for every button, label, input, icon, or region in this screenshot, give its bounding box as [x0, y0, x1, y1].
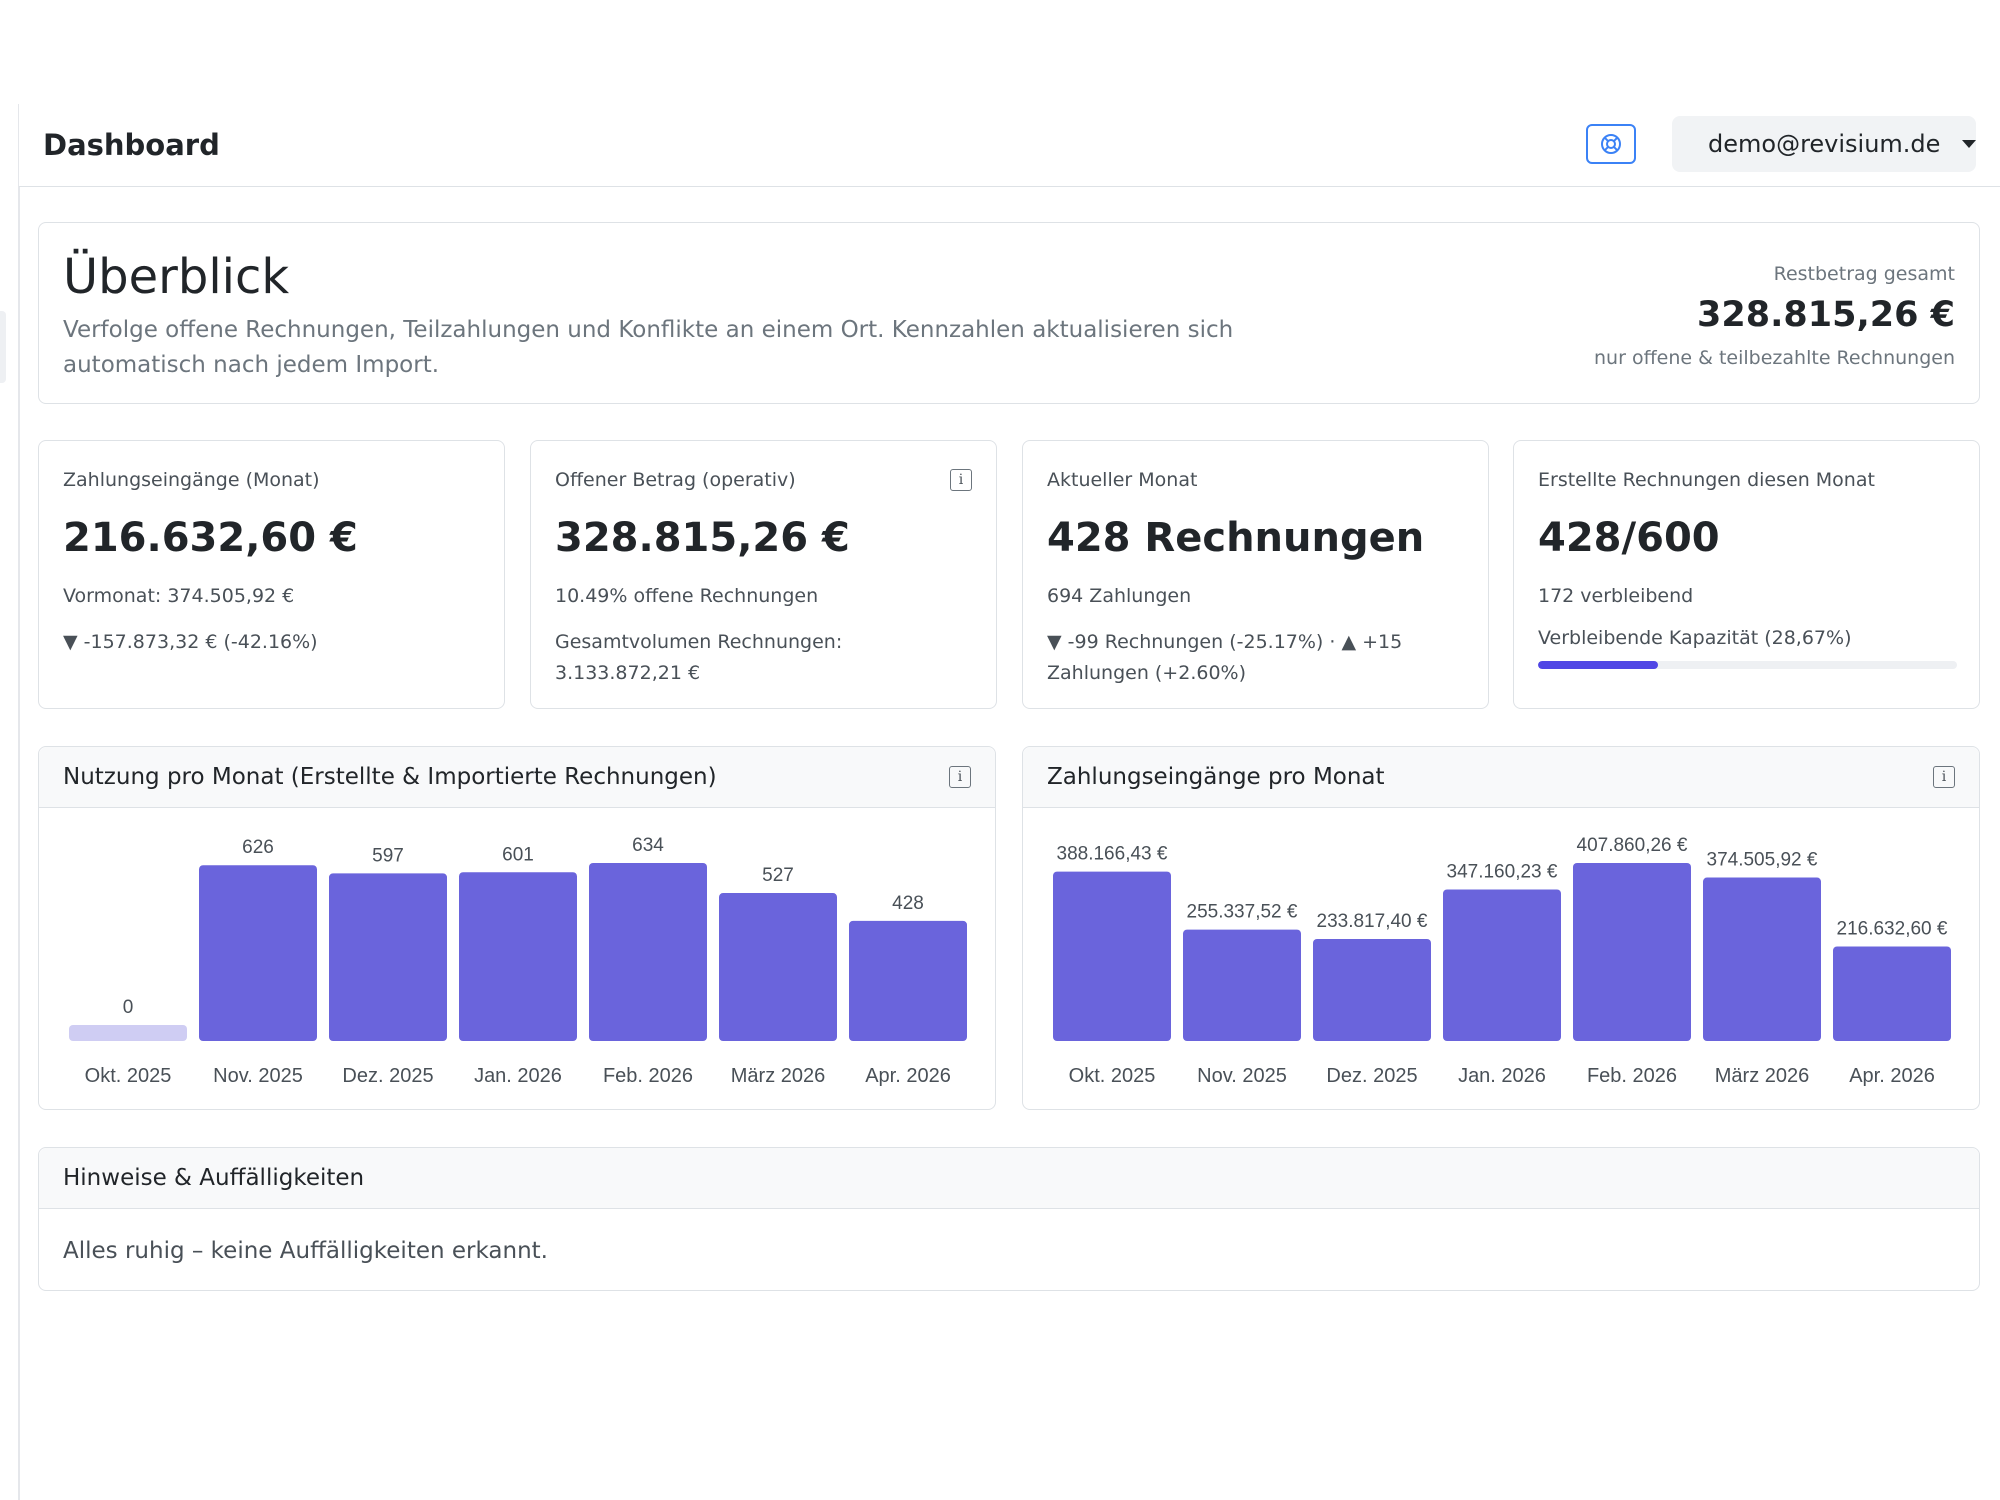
kpi-card-invoices-created: Erstellte Rechnungen diesen Monat 428/60… — [1513, 440, 1980, 709]
help-button[interactable] — [1586, 124, 1636, 164]
chart-bar — [1313, 938, 1431, 1041]
x-tick-label: Feb. 2026 — [603, 1065, 693, 1087]
payments-chart-card: Zahlungseingänge pro Monat i 388.166,43 … — [1022, 746, 1980, 1110]
x-tick-label: Apr. 2026 — [1849, 1065, 1935, 1087]
usage-chart-card: Nutzung pro Monat (Erstellte & Importier… — [38, 746, 996, 1110]
notes-title: Hinweise & Auffälligkeiten — [63, 1165, 365, 1191]
bar-value-label: 255.337,52 € — [1187, 902, 1298, 923]
sidebar-edge — [18, 104, 20, 1500]
bar-value-label: 428 — [892, 893, 924, 914]
overview-card: Überblick Verfolge offene Rechnungen, Te… — [38, 222, 1980, 404]
chevron-down-icon — [1962, 140, 1977, 148]
kpi-value: 328.815,26 € — [555, 515, 850, 561]
rest-amount-label: Restbetrag gesamt — [1773, 263, 1955, 285]
kpi-label: Offener Betrag (operativ) — [555, 469, 796, 491]
sidebar-toggle-handle[interactable] — [0, 311, 6, 383]
chart-bar — [1443, 889, 1561, 1041]
kpi-trend: ▼ -99 Rechnungen (-25.17%) · ▲ +15 Zahlu… — [1047, 631, 1403, 684]
chart-bar — [1703, 877, 1821, 1041]
kpi-value: 428 Rechnungen — [1047, 515, 1425, 561]
overview-title: Überblick — [63, 249, 290, 305]
chart-bar — [719, 893, 837, 1041]
bar-value-label: 407.860,26 € — [1577, 835, 1688, 856]
bar-value-label: 634 — [632, 835, 664, 856]
notes-header: Hinweise & Auffälligkeiten — [39, 1148, 1979, 1209]
x-tick-label: Dez. 2025 — [342, 1065, 433, 1087]
chart-bar — [1053, 871, 1171, 1041]
x-tick-label: Jan. 2026 — [1458, 1065, 1546, 1087]
x-tick-label: März 2026 — [1715, 1065, 1810, 1087]
kpi-card-current-month: Aktueller Monat 428 Rechnungen 694 Zahlu… — [1022, 440, 1489, 709]
chart-title: Nutzung pro Monat (Erstellte & Importier… — [63, 764, 717, 790]
bar-value-label: 347.160,23 € — [1447, 861, 1558, 882]
bar-value-label: 216.632,60 € — [1837, 918, 1948, 939]
chart-bar — [849, 920, 967, 1041]
bar-value-label: 374.505,92 € — [1707, 850, 1818, 871]
chart-bar — [1183, 929, 1301, 1041]
kpi-label: Zahlungseingänge (Monat) — [63, 469, 320, 491]
info-icon[interactable]: i — [950, 469, 972, 491]
x-tick-label: Nov. 2025 — [213, 1065, 303, 1087]
kpi-label: Erstellte Rechnungen diesen Monat — [1538, 469, 1875, 491]
bar-value-label: 601 — [502, 844, 534, 865]
user-menu-button[interactable]: demo@revisium.de — [1672, 116, 1977, 172]
x-tick-label: Apr. 2026 — [865, 1065, 951, 1087]
top-bar: Dashboard demo@revisium.de — [19, 104, 2000, 187]
kpi-card-payments-month: Zahlungseingänge (Monat) 216.632,60 € Vo… — [38, 440, 505, 709]
kpi-detail: 172 verbleibend — [1538, 585, 1694, 607]
chart-bar — [1833, 946, 1951, 1041]
lifebuoy-icon — [1601, 134, 1621, 154]
rest-amount-note: nur offene & teilbezahlte Rechnungen — [1594, 347, 1955, 369]
x-tick-label: Feb. 2026 — [1587, 1065, 1677, 1087]
kpi-card-open-amount: Offener Betrag (operativ) i 328.815,26 €… — [530, 440, 997, 709]
bar-value-label: 597 — [372, 845, 404, 866]
user-email: demo@revisium.de — [1708, 130, 1941, 158]
chart-bar — [69, 1025, 187, 1041]
notes-text: Alles ruhig – keine Auffälligkeiten erka… — [63, 1238, 548, 1264]
kpi-total-volume: Gesamtvolumen Rechnungen: 3.133.872,21 € — [555, 631, 843, 684]
x-tick-label: Okt. 2025 — [85, 1065, 172, 1087]
x-tick-label: Jan. 2026 — [474, 1065, 562, 1087]
chart-bar — [329, 873, 447, 1041]
chart-title: Zahlungseingänge pro Monat — [1047, 764, 1385, 790]
bar-value-label: 0 — [123, 997, 134, 1018]
bar-value-label: 388.166,43 € — [1057, 844, 1168, 865]
overview-description: Verfolge offene Rechnungen, Teilzahlunge… — [63, 317, 1234, 378]
bar-value-label: 626 — [242, 837, 274, 858]
chart-bar — [459, 872, 577, 1041]
kpi-value: 216.632,60 € — [63, 515, 358, 561]
chart-bar — [1573, 863, 1691, 1041]
kpi-trend: ▼ -157.873,32 € (-42.16%) — [63, 631, 318, 653]
rest-amount-value: 328.815,26 € — [1697, 295, 1955, 335]
kpi-detail: Vormonat: 374.505,92 € — [63, 585, 295, 607]
chart-bar — [199, 865, 317, 1041]
bar-value-label: 233.817,40 € — [1317, 911, 1428, 932]
bar-value-label: 527 — [762, 865, 794, 886]
capacity-progress-bar — [1538, 661, 1957, 669]
info-icon[interactable]: i — [1933, 766, 1955, 788]
chart-header: Nutzung pro Monat (Erstellte & Importier… — [39, 747, 995, 808]
payments-bar-chart: 388.166,43 € Okt. 2025 255.337,52 € Nov. 20… — [1053, 835, 1951, 1087]
info-icon[interactable]: i — [949, 766, 971, 788]
kpi-value: 428/600 — [1538, 515, 1720, 561]
x-tick-label: Nov. 2025 — [1197, 1065, 1287, 1087]
page-title: Dashboard — [43, 128, 220, 162]
x-tick-label: Dez. 2025 — [1326, 1065, 1417, 1087]
capacity-progress-fill — [1538, 661, 1659, 669]
usage-bar-chart: 0 Okt. 2025 626 Nov. 2025 597 Dez. 2025 601 Jan… — [69, 835, 967, 1087]
kpi-detail: 10.49% offene Rechnungen — [555, 585, 819, 607]
kpi-capacity-label: Verbleibende Kapazität (28,67%) — [1538, 627, 1852, 649]
kpi-detail: 694 Zahlungen — [1047, 585, 1192, 607]
notes-card: Hinweise & Auffälligkeiten Alles ruhig –… — [38, 1147, 1980, 1291]
chart-header: Zahlungseingänge pro Monat i — [1023, 747, 1979, 808]
kpi-label: Aktueller Monat — [1047, 469, 1198, 491]
x-tick-label: März 2026 — [731, 1065, 826, 1087]
x-tick-label: Okt. 2025 — [1069, 1065, 1156, 1087]
chart-bar — [589, 863, 707, 1041]
